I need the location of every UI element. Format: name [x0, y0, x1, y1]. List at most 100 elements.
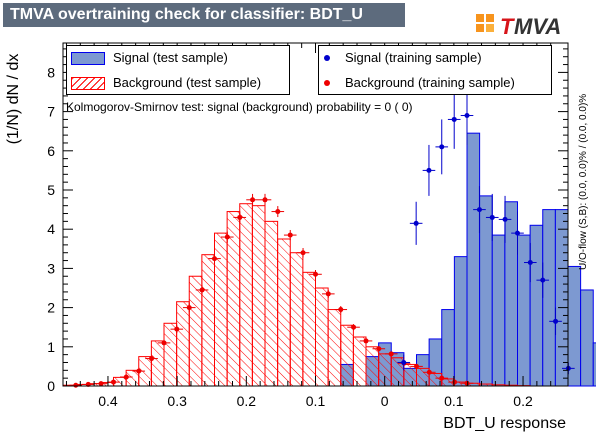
signal-test-bar: [517, 234, 531, 387]
background-test-bar: [289, 252, 304, 387]
background-train-point: [363, 338, 369, 344]
x-tick-label: 0.4: [98, 393, 118, 409]
x-axis-title: BDT_U response: [443, 415, 566, 432]
signal-train-point: [553, 318, 559, 324]
signal-test-bar: [542, 209, 556, 387]
legend-label: Background (test sample): [113, 75, 262, 90]
signal-train-point: [401, 359, 407, 365]
signal-train-point: [451, 116, 457, 122]
background-train-point: [237, 214, 243, 220]
y-tick-label: 4: [47, 221, 55, 237]
background-test-bar: [188, 275, 203, 387]
background-train-point: [313, 271, 318, 277]
background-test-bar: [150, 340, 165, 387]
histogram-layer: [62, 132, 596, 387]
background-train-point: [452, 379, 458, 385]
background-train-point: [414, 363, 419, 369]
y-tick-label: 1: [47, 339, 55, 355]
x-tick-label: 0.2: [513, 393, 533, 409]
background-train-point: [224, 234, 230, 240]
background-train-point: [174, 326, 180, 332]
signal-test-bar: [466, 132, 481, 387]
signal-test-bar: [453, 256, 468, 387]
background-train-point: [186, 305, 192, 311]
signal-train-point: [426, 167, 432, 173]
background-train-point: [199, 287, 205, 293]
background-train-point: [464, 380, 470, 386]
svg-text:MVA: MVA: [514, 14, 561, 39]
signal-test-bar: [479, 195, 493, 387]
signal-train-point: [413, 220, 419, 226]
background-test-bar: [315, 287, 329, 387]
background-test-bar: [352, 336, 367, 387]
background-test-bar: [176, 301, 190, 387]
x-tick-label: 0.3: [167, 393, 187, 409]
background-test-bar: [239, 203, 253, 387]
signal-train-point: [527, 260, 533, 266]
tmva-logo-icon: T MVA: [476, 14, 561, 39]
background-train-point: [376, 346, 382, 352]
signal-train-point: [464, 113, 470, 119]
legend-label: Signal (training sample): [345, 50, 482, 65]
signal-train-point: [502, 216, 508, 222]
title-banner: TMVA overtraining check for classifier: …: [3, 3, 405, 27]
background-hatch-swatch: [71, 77, 105, 90]
signal-fill-swatch: [71, 52, 105, 65]
background-train-point: [275, 209, 281, 215]
background-train-point: [325, 291, 331, 297]
legend-label: Background (training sample): [345, 75, 515, 90]
legend-label: Signal (test sample): [113, 50, 228, 65]
background-train-point: [426, 369, 432, 375]
x-tick-label: 0: [381, 393, 389, 409]
background-test-bar: [340, 324, 354, 387]
background-train-point: [351, 324, 357, 330]
background-train-point: [123, 374, 129, 380]
signal-train-point: [489, 214, 495, 220]
legend-training: Signal (training sample) Background (tra…: [318, 45, 552, 95]
x-tick-label: 0.1: [444, 393, 464, 409]
y-tick-label: 8: [47, 64, 55, 80]
background-test-bar: [214, 232, 228, 387]
background-train-point: [287, 232, 293, 238]
background-train-point: [212, 256, 217, 262]
background-test-bar: [201, 254, 215, 387]
y-axis-title: (1/N) dN / dx: [5, 53, 22, 145]
background-test-bar: [163, 322, 178, 387]
background-train-point: [111, 379, 116, 385]
background-marker-icon: [324, 80, 330, 86]
background-train-point: [161, 340, 167, 346]
signal-test-bar: [529, 224, 544, 387]
signal-test-bar: [504, 201, 518, 387]
x-tick-label: 0.2: [237, 393, 257, 409]
background-test-bar: [302, 271, 316, 387]
y-tick-label: 6: [47, 143, 55, 159]
legend-test: Signal (test sample) Background (test sa…: [66, 45, 290, 95]
background-test-bar: [264, 220, 279, 387]
overflow-text: U/O-flow (S,B): (0.0, 0.0)% / (0.0, 0.0)…: [578, 93, 589, 270]
signal-train-point: [515, 230, 520, 236]
background-train-point: [149, 356, 155, 362]
signal-test-bar: [441, 309, 455, 387]
background-train-point: [73, 382, 79, 388]
signal-marker-icon: [324, 55, 330, 61]
ks-test-text: Kolmogorov-Smirnov test: signal (backgro…: [66, 100, 413, 114]
background-train-point: [98, 381, 104, 387]
y-tick-label: 2: [47, 300, 55, 316]
y-tick-label: 3: [47, 260, 55, 276]
y-tick-label: 5: [47, 182, 55, 198]
points-layer: [69, 86, 575, 388]
x-tick-label: 0.1: [306, 393, 326, 409]
background-train-point: [388, 351, 394, 357]
background-test-bar: [327, 309, 342, 387]
y-tick-label: 7: [47, 104, 55, 120]
background-train-point: [439, 375, 445, 381]
axes-layer: 0 1 2 3 4 5 6 7 8 0.4 0.3 0.2 0.1 0 0.1 0.2: [47, 42, 569, 409]
background-train-point: [250, 197, 256, 203]
signal-train-point: [540, 277, 546, 283]
y-tick-label: 0: [47, 378, 55, 394]
signal-test-bar: [491, 234, 506, 387]
svg-text:T: T: [500, 14, 515, 39]
signal-test-bar: [592, 342, 596, 387]
signal-test-bar: [554, 209, 569, 387]
